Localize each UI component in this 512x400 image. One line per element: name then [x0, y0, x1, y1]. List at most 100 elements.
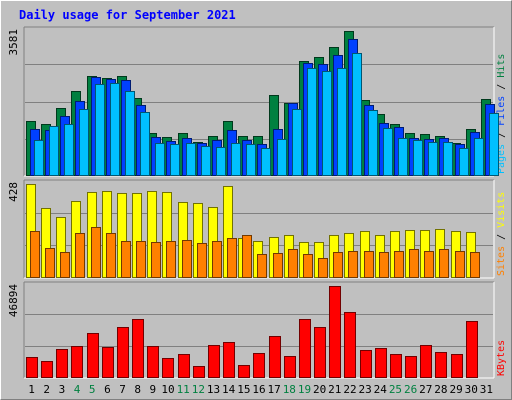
series-label-pages: Pages	[496, 144, 507, 174]
bar-sites-day-10	[166, 241, 176, 278]
x-tick-label-18: 18	[283, 383, 296, 396]
bar-kbytes-day-21	[329, 286, 341, 378]
bar-kbytes-day-28	[435, 352, 447, 378]
bar-sites-day-25	[394, 251, 404, 278]
x-tick-label-10: 10	[161, 383, 174, 396]
bar-sites-day-7	[121, 241, 131, 278]
bar-sites-day-26	[409, 249, 419, 278]
bar-sites-day-2	[45, 248, 55, 278]
bar-sites-day-4	[75, 233, 85, 278]
label-separator: /	[496, 126, 507, 144]
x-tick-label-15: 15	[237, 383, 250, 396]
bar-pages-day-6	[110, 83, 120, 176]
x-tick-label-6: 6	[104, 383, 111, 396]
bar-sites-day-1	[30, 231, 40, 278]
panel-2-max-label: 428	[7, 182, 20, 202]
bar-sites-day-27	[424, 251, 434, 278]
bar-pages-day-16	[261, 148, 271, 176]
bar-sites-day-5	[91, 227, 101, 278]
x-tick-label-3: 3	[59, 383, 66, 396]
bar-kbytes-day-15	[238, 365, 250, 378]
bar-kbytes-day-8	[132, 319, 144, 378]
bar-sites-day-28	[439, 249, 449, 278]
bar-pages-day-9	[155, 143, 165, 176]
series-label-files: Files	[496, 96, 507, 126]
bar-pages-day-26	[413, 140, 423, 176]
bar-kbytes-day-24	[375, 348, 387, 378]
bar-kbytes-day-5	[87, 333, 99, 378]
bar-pages-day-18	[292, 109, 302, 176]
bar-kbytes-day-26	[405, 356, 417, 378]
bar-kbytes-day-6	[102, 347, 114, 378]
bar-kbytes-day-22	[344, 312, 356, 378]
x-tick-label-9: 9	[150, 383, 157, 396]
bar-kbytes-day-19	[299, 319, 311, 378]
bar-pages-day-8	[140, 112, 150, 176]
bar-pages-day-31	[489, 113, 499, 176]
panel-1-max-label: 3581	[7, 29, 20, 56]
label-separator: /	[496, 228, 507, 246]
panel-3-max-label: 46894	[7, 284, 20, 317]
bar-sites-day-16	[257, 254, 267, 278]
bar-kbytes-day-12	[193, 366, 205, 378]
bar-sites-day-23	[364, 251, 374, 278]
x-tick-label-24: 24	[374, 383, 388, 396]
bar-pages-day-5	[95, 84, 105, 176]
x-tick-label-8: 8	[134, 383, 141, 396]
x-tick-label-27: 27	[419, 383, 432, 396]
panel-2-series-label: Sites / Visits	[496, 192, 507, 276]
bar-pages-day-27	[428, 142, 438, 176]
bar-pages-day-15	[246, 144, 256, 176]
panel-3-series-label: KBytes	[496, 340, 507, 376]
series-label-sites: Sites	[496, 246, 507, 276]
series-label-hits: Hits	[496, 54, 507, 78]
x-tick-label-11: 11	[177, 383, 190, 396]
x-tick-label-14: 14	[222, 383, 236, 396]
bar-pages-day-2	[49, 126, 59, 176]
bar-sites-day-19	[303, 254, 313, 278]
bar-pages-day-3	[64, 124, 74, 176]
bar-pages-day-14	[231, 143, 241, 176]
bar-pages-day-10	[170, 144, 180, 176]
bar-pages-day-4	[79, 109, 89, 176]
x-tick-label-19: 19	[298, 383, 311, 396]
bar-sites-day-17	[273, 253, 283, 278]
x-tick-label-7: 7	[119, 383, 126, 396]
bar-sites-day-3	[60, 252, 70, 278]
x-tick-label-31: 31	[480, 383, 493, 396]
bar-kbytes-day-13	[208, 345, 220, 378]
bar-sites-day-20	[318, 258, 328, 278]
bar-sites-day-18	[288, 249, 298, 278]
bar-kbytes-day-3	[56, 349, 68, 378]
bar-sites-day-29	[455, 251, 465, 278]
x-tick-label-25: 25	[389, 383, 402, 396]
bar-kbytes-day-2	[41, 361, 53, 378]
bar-kbytes-day-14	[223, 342, 235, 378]
bar-pages-day-25	[398, 138, 408, 176]
chart-title: Daily usage for September 2021	[19, 8, 236, 22]
bar-sites-day-6	[106, 233, 116, 278]
bar-pages-day-28	[443, 142, 453, 176]
panel-1-series-label: Pages / Files / Hits	[496, 54, 507, 174]
bar-pages-day-7	[125, 91, 135, 176]
x-tick-label-2: 2	[43, 383, 50, 396]
x-tick-label-17: 17	[268, 383, 281, 396]
x-tick-label-12: 12	[192, 383, 205, 396]
x-tick-label-4: 4	[74, 383, 81, 396]
x-tick-label-20: 20	[313, 383, 326, 396]
bar-kbytes-day-17	[269, 336, 281, 378]
x-tick-label-23: 23	[359, 383, 372, 396]
bar-sites-day-13	[212, 241, 222, 278]
bar-sites-day-9	[151, 242, 161, 278]
bar-sites-day-8	[136, 241, 146, 278]
bar-kbytes-day-9	[147, 346, 159, 378]
bar-pages-day-22	[352, 53, 362, 176]
bar-sites-day-30	[470, 252, 480, 278]
bar-pages-day-11	[186, 143, 196, 176]
bar-pages-day-21	[337, 68, 347, 176]
series-label-visits: Visits	[496, 192, 507, 228]
bar-kbytes-day-18	[284, 356, 296, 378]
bar-sites-day-11	[182, 240, 192, 278]
bar-sites-day-22	[348, 251, 358, 278]
x-tick-label-30: 30	[465, 383, 478, 396]
